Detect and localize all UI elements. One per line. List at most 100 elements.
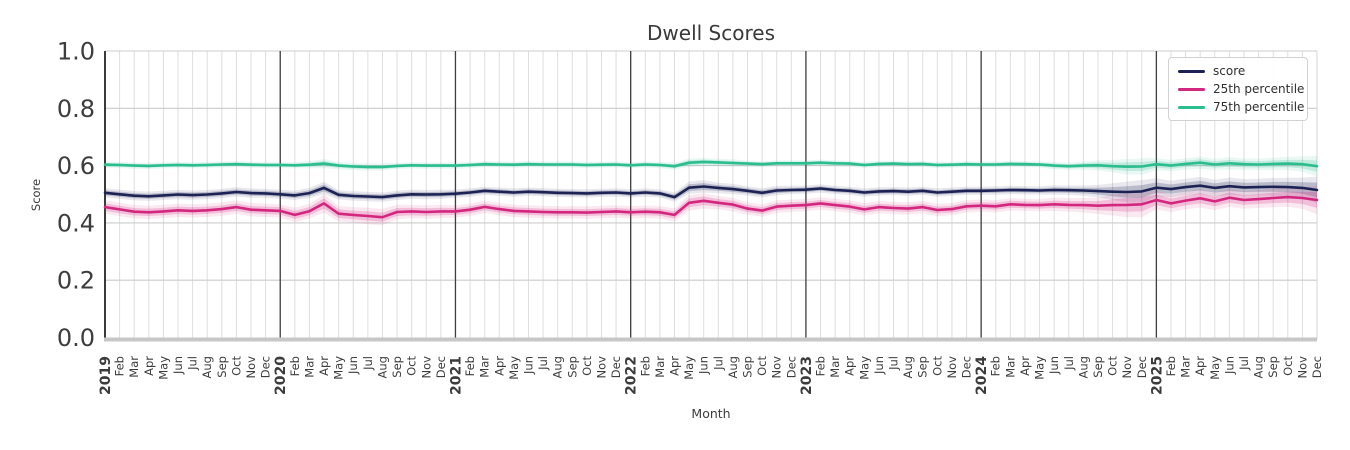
chart-title: Dwell Scores (647, 21, 775, 45)
x-tick-label-month: Aug (1252, 356, 1266, 378)
x-tick-label-month: Mar (1179, 356, 1193, 378)
x-tick-label-month: Sep (741, 356, 755, 378)
x-tick-label-year: 2020 (273, 356, 289, 395)
x-tick-label-month: Aug (551, 356, 565, 378)
x-tick-label-month: Dec (259, 356, 273, 378)
x-tick-label-month: Feb (1164, 356, 1178, 376)
x-tick-label-month: Sep (565, 356, 579, 378)
x-tick-label-year: 2021 (449, 356, 465, 395)
p25-line-swatch (1178, 87, 1205, 91)
x-tick-label-month: Feb (814, 356, 828, 376)
series-band-2 (105, 155, 1317, 177)
x-tick-label-month: May (682, 356, 696, 380)
x-tick-label-month: May (507, 356, 521, 380)
x-tick-label-month: Oct (1106, 356, 1120, 376)
legend-item-25th-percentile: 25th percentile (1178, 82, 1304, 96)
x-tick-label-month: Apr (142, 356, 156, 376)
x-tick-label-month: Mar (127, 356, 141, 378)
x-tick-label-month: Sep (1266, 356, 1280, 378)
x-tick-label-month: Nov (419, 356, 433, 379)
x-tick-label-month: Sep (215, 356, 229, 378)
x-tick-label-month: Dec (434, 356, 448, 378)
x-tick-label-month: Jun (1047, 356, 1061, 375)
x-tick-label-month: Sep (1091, 356, 1105, 378)
x-tick-label-month: Mar (1003, 356, 1017, 378)
legend-label-75th-percentile: 75th percentile (1213, 100, 1305, 114)
x-tick-label-month: Dec (1310, 356, 1324, 378)
x-tick-label-month: Nov (244, 356, 258, 379)
series-line-2 (103, 160, 1319, 169)
x-tick-label-month: Apr (668, 356, 682, 376)
x-tick-label-month: Oct (755, 356, 769, 376)
series-band-2 (105, 159, 1317, 172)
x-tick-label-month: Aug (1076, 356, 1090, 378)
legend: score 25th percentile 75th percentile (1168, 57, 1308, 121)
x-tick-label-year: 2025 (1149, 356, 1165, 395)
x-tick-label-month: Feb (463, 356, 477, 376)
x-tick-label-month: Mar (828, 356, 842, 378)
x-tick-label-month: Nov (770, 356, 784, 379)
x-tick-label-month: Dec (784, 356, 798, 378)
x-tick-label-month: May (1033, 356, 1047, 380)
legend-label-score: score (1213, 64, 1246, 78)
x-tick-label-month: Feb (288, 356, 302, 376)
x-tick-label-month: Dec (1135, 356, 1149, 378)
x-tick-label-month: Jun (171, 356, 185, 375)
x-tick-label-month: Oct (580, 356, 594, 376)
x-tick-label-month: Jul (361, 356, 375, 371)
x-tick-label-month: Jun (346, 356, 360, 375)
x-tick-label-year: 2024 (974, 356, 990, 395)
y-tick-labels: 0.0 0.2 0.4 0.6 0.8 1.0 (57, 38, 95, 353)
y-tick-label: 0.8 (57, 95, 95, 123)
x-tick-label-month: May (857, 356, 871, 380)
x-tick-label-month: Feb (113, 356, 127, 376)
x-tick-label-year: 2023 (799, 356, 815, 395)
p75-line-swatch (1178, 105, 1205, 109)
x-tick-label-month: Oct (1281, 356, 1295, 376)
series-band-1 (105, 185, 1317, 226)
x-tick-label-month: Apr (1193, 356, 1207, 376)
x-tick-label-month: Feb (638, 356, 652, 376)
x-tick-label-month: Apr (1018, 356, 1032, 376)
series-line-0 (103, 184, 1319, 199)
x-tick-label-year: 2019 (98, 356, 114, 395)
x-tick-label-month: Aug (375, 356, 389, 378)
x-tick-label-month: Jul (186, 356, 200, 371)
x-tick-label-month: Nov (945, 356, 959, 379)
x-tick-label-month: Sep (916, 356, 930, 378)
y-tick-label: 1.0 (57, 38, 95, 66)
x-tick-label-month: Feb (989, 356, 1003, 376)
x-tick-label-month: Jun (872, 356, 886, 375)
legend-label-25th-percentile: 25th percentile (1213, 82, 1305, 96)
x-tick-label-month: Oct (405, 356, 419, 376)
y-tick-label: 0.4 (57, 209, 95, 237)
x-tick-label-month: Jun (1222, 356, 1236, 375)
x-tick-label-year: 2022 (624, 356, 640, 395)
x-tick-label-month: Nov (595, 356, 609, 379)
x-tick-label-month: Oct (930, 356, 944, 376)
x-tick-label-month: Jun (522, 356, 536, 375)
x-tick-label-month: Mar (653, 356, 667, 378)
score-line-swatch (1178, 69, 1205, 73)
x-tick-label-month: May (332, 356, 346, 380)
x-tick-label-month: May (156, 356, 170, 380)
y-tick-label: 0.0 (57, 324, 95, 352)
x-tick-label-month: Jul (1237, 356, 1251, 371)
series-band-0 (105, 176, 1317, 204)
legend-item-75th-percentile: 75th percentile (1178, 100, 1304, 114)
series-line-1 (103, 195, 1319, 219)
legend-item-score: score (1178, 64, 1298, 78)
x-tick-label-month: Apr (317, 356, 331, 376)
series-band-1 (105, 191, 1317, 222)
x-tick-label-month: Jul (1062, 356, 1076, 371)
y-tick-label: 0.2 (57, 267, 95, 295)
x-tick-label-month: Aug (726, 356, 740, 378)
x-tick-label-month: Dec (609, 356, 623, 378)
x-tick-label-month: Mar (478, 356, 492, 378)
y-tick-label: 0.6 (57, 152, 95, 180)
x-tick-label-month: Apr (492, 356, 506, 376)
x-axis-label: Month (691, 406, 731, 421)
